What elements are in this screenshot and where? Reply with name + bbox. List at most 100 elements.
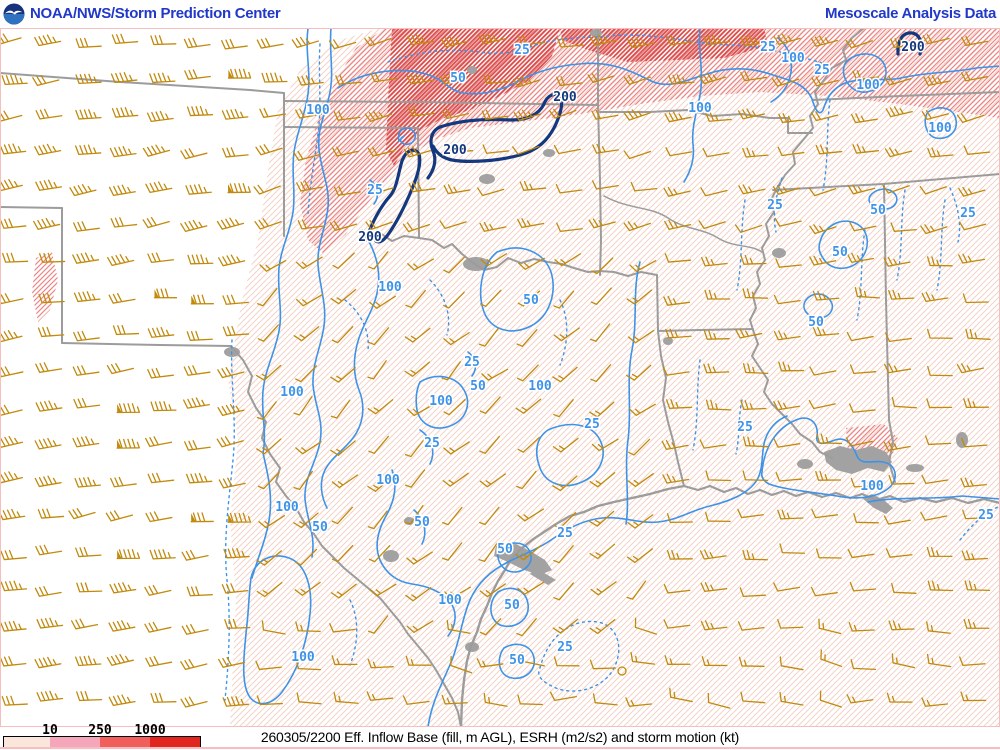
wind-barb <box>331 544 354 563</box>
wind-barb <box>221 38 248 50</box>
wind-barb <box>701 256 728 267</box>
wind-barb <box>331 325 354 344</box>
wind-barb <box>665 146 693 157</box>
wind-barb <box>185 472 213 484</box>
wind-barb <box>740 691 766 704</box>
wind-barb <box>958 253 986 264</box>
contour-label: 50 <box>470 379 486 394</box>
wind-barb <box>75 655 102 667</box>
wind-barb <box>333 185 361 196</box>
wind-barb <box>665 328 692 339</box>
wind-barb <box>481 368 509 381</box>
bottom-divider <box>0 747 1000 749</box>
wind-barb <box>705 111 732 122</box>
wind-barb <box>261 72 288 83</box>
wind-barb <box>516 329 538 347</box>
wind-barb <box>556 76 583 87</box>
contour-label: 100 <box>280 385 304 400</box>
wind-barb <box>701 656 728 667</box>
wind-barb <box>184 440 211 451</box>
wind-barb <box>634 617 658 635</box>
wind-barb <box>515 545 542 561</box>
contour-label: 100 <box>275 500 299 515</box>
wind-barb <box>809 366 837 376</box>
wind-barb <box>517 218 545 229</box>
wind-barb <box>331 474 359 489</box>
wind-barb <box>481 109 509 120</box>
wind-barb <box>591 180 619 190</box>
wind-barb <box>742 470 769 482</box>
wind-barb <box>404 361 431 377</box>
wind-barb <box>921 697 948 707</box>
wind-barb <box>774 217 802 227</box>
wind-barb <box>443 291 465 309</box>
mississippi-river <box>749 28 865 459</box>
wind-barb <box>483 692 508 707</box>
wind-barb <box>406 620 434 634</box>
wind-barb <box>0 33 22 45</box>
wind-barb <box>405 655 432 666</box>
wind-barb <box>255 660 282 671</box>
wind-barb <box>33 217 61 230</box>
contour-label: 25 <box>760 40 776 55</box>
wind-barb <box>367 658 394 669</box>
wind-barb <box>926 546 953 558</box>
wind-barb <box>450 655 473 674</box>
wind-barb <box>773 33 801 45</box>
wind-barb <box>521 651 545 667</box>
wind-barb <box>703 363 730 374</box>
wind-barb <box>627 37 655 49</box>
wind-barb <box>702 147 730 158</box>
wind-barb <box>819 690 843 708</box>
wind-barb <box>217 367 245 379</box>
wind-barb <box>700 620 728 631</box>
wind-barb <box>890 222 917 232</box>
contour-label: 50 <box>312 520 328 535</box>
wind-barb <box>0 580 28 592</box>
wind-barb <box>256 550 282 566</box>
wind-barb <box>218 477 246 489</box>
wind-barb <box>700 582 728 593</box>
wind-barb <box>815 144 843 155</box>
contour-labels: 25 50 25 25 100 100 100 100 100 25 100 50 25 50 100 100… <box>274 39 996 670</box>
wind-barb <box>512 145 540 155</box>
wind-barb <box>295 256 323 270</box>
legend-tick-label: 250 <box>88 723 112 738</box>
wind-barb <box>478 327 499 347</box>
wind-barb <box>32 74 60 87</box>
wind-barb <box>185 184 212 195</box>
wind-barb <box>960 71 989 82</box>
wind-barb <box>964 580 991 592</box>
wind-barb <box>116 403 141 414</box>
wind-barb <box>811 508 839 519</box>
wind-barb <box>365 219 393 230</box>
contour-label: 100 <box>429 394 453 409</box>
wind-barb <box>962 509 989 520</box>
wind-barb <box>852 70 880 81</box>
wind-barb <box>778 361 805 372</box>
wind-barb <box>36 617 64 629</box>
contour-label: 100 <box>376 473 400 488</box>
wind-barb <box>773 582 801 592</box>
wind-barb <box>513 109 542 121</box>
wind-barb <box>734 224 763 233</box>
wind-barb <box>329 623 356 633</box>
wind-barb <box>963 145 991 155</box>
wind-barb <box>367 146 396 157</box>
contour-label: 25 <box>978 508 994 523</box>
wind-barb <box>589 401 615 418</box>
wind-barb <box>778 113 805 124</box>
wind-barb <box>517 290 541 307</box>
wind-barb <box>150 401 177 412</box>
wind-barb <box>111 33 139 45</box>
wind-barb <box>815 470 842 481</box>
wind-barb <box>664 253 692 263</box>
wind-barb <box>589 34 618 46</box>
wind-barb <box>444 586 472 599</box>
wind-barb <box>366 691 394 701</box>
wind-barb <box>553 545 574 564</box>
wind-barb <box>108 293 136 304</box>
wind-barb <box>591 109 619 120</box>
wind-barb <box>852 143 880 154</box>
wind-barb <box>627 473 654 488</box>
